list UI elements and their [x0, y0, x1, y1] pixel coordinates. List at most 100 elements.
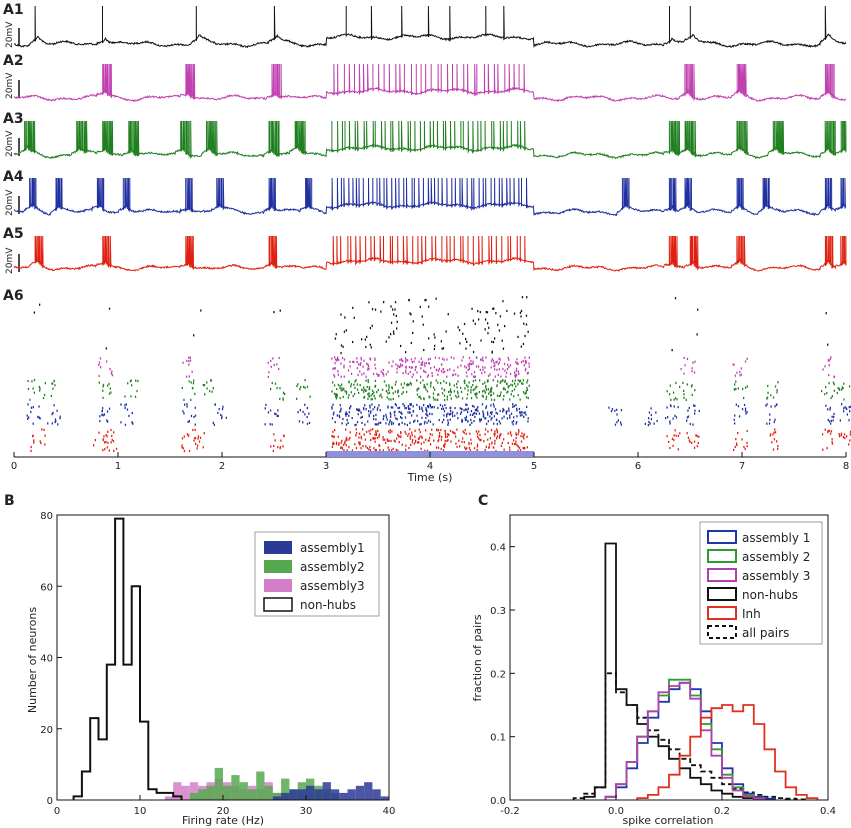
raster-nonhub-spike: [462, 332, 464, 335]
raster-assembly2-spike: [517, 379, 519, 382]
raster-assembly3-spike: [356, 357, 358, 360]
raster-assembly1-spike: [269, 409, 272, 412]
raster-inh-spike: [441, 435, 443, 439]
raster-assembly1-spike: [402, 403, 404, 406]
raster-assembly3-spike: [470, 360, 472, 363]
raster-assembly2-spike: [479, 379, 481, 382]
raster-nonhub-spike: [441, 347, 443, 350]
raster-inh-spike: [374, 440, 376, 443]
raster-assembly1-spike: [38, 416, 40, 419]
raster-assembly3-spike: [382, 368, 384, 372]
raster-nonhub-spike: [484, 318, 487, 321]
raster-inh-spike: [43, 428, 45, 431]
raster-inh-spike: [420, 442, 422, 445]
raster-assembly3-spike: [476, 356, 478, 359]
raster-nonhub-spike: [33, 311, 35, 314]
raster-inh-spike: [437, 429, 440, 432]
raster-inh-spike: [392, 447, 394, 450]
raster-assembly1-spike: [400, 416, 402, 419]
raster-assembly3-spike: [496, 368, 498, 371]
raster-assembly2-spike: [490, 394, 492, 397]
raster-assembly2-spike: [836, 391, 838, 395]
raster-assembly2-spike: [691, 384, 693, 387]
raster-assembly1-spike: [459, 412, 462, 415]
raster-assembly1-spike: [773, 420, 775, 424]
raster-inh-spike: [484, 448, 486, 452]
raster-assembly2-spike: [497, 380, 499, 383]
raster-nonhub-spike: [434, 344, 436, 347]
raster-inh-spike: [397, 449, 399, 452]
raster-inh-spike: [413, 442, 415, 445]
raster-nonhub-spike: [520, 315, 522, 318]
raster-assembly1-spike: [408, 407, 410, 410]
raster-assembly2-spike: [472, 380, 474, 383]
raster-assembly2-spike: [467, 389, 469, 392]
raster-assembly2-spike: [522, 379, 524, 382]
raster-assembly2-spike: [345, 392, 348, 395]
raster-assembly1-spike: [101, 409, 103, 412]
raster-assembly2-spike: [54, 384, 56, 387]
raster-assembly1-spike: [478, 412, 480, 415]
raster-inh-spike: [428, 436, 431, 439]
raster-nonhub-spike: [421, 315, 423, 318]
raster-assembly3-spike: [693, 371, 696, 374]
raster-assembly2-spike: [448, 390, 450, 394]
raster-nonhub-spike: [364, 338, 366, 341]
raster-inh-spike: [346, 449, 348, 452]
raster-inh-spike: [379, 444, 381, 447]
raster-assembly1-spike: [833, 412, 835, 415]
raster-assembly1-spike: [213, 423, 215, 426]
raster-nonhub-spike: [526, 296, 528, 299]
raster-assembly1-spike: [525, 413, 527, 416]
raster-assembly1-spike: [275, 412, 277, 416]
raster-inh-spike: [195, 442, 197, 445]
legend-all-pairs: all pairs: [742, 626, 789, 640]
raster-assembly1-spike: [419, 423, 421, 426]
raster-assembly2-spike: [460, 386, 462, 389]
raster-assembly2-spike: [381, 396, 383, 399]
raster-assembly2-spike: [418, 387, 420, 390]
raster-assembly1-spike: [32, 422, 34, 425]
raster-inh-spike: [362, 445, 364, 448]
raster-inh-spike: [433, 439, 435, 442]
raster-inh-spike: [456, 445, 458, 449]
raster-assembly1-spike: [56, 409, 58, 412]
raster-assembly2-spike: [674, 397, 677, 400]
raster-inh-spike: [414, 429, 416, 432]
raster-inh-spike: [844, 437, 846, 440]
raster-assembly1-spike: [447, 421, 449, 424]
raster-assembly1-spike: [347, 421, 349, 424]
raster-assembly2-spike: [102, 383, 105, 386]
raster-inh-spike: [447, 433, 449, 436]
raster-assembly1-spike: [356, 408, 358, 411]
raster-inh-spike: [691, 441, 693, 444]
raster-inh-spike: [373, 447, 375, 450]
raster-assembly2-spike: [51, 382, 53, 385]
histogram-non-hubs: [72, 517, 183, 800]
raster-inh-spike: [30, 449, 32, 452]
bar-assembly3: [181, 785, 190, 801]
raster-assembly3-spike: [744, 360, 747, 363]
raster-assembly2-spike: [52, 382, 54, 385]
raster-inh-spike: [280, 439, 282, 442]
raster-assembly1-spike: [693, 404, 695, 407]
raster-nonhub-spike: [492, 307, 494, 310]
raster-assembly1-spike: [51, 422, 53, 425]
bar-assembly2: [198, 789, 207, 800]
raster-nonhub-spike: [390, 321, 393, 324]
raster-inh-spike: [465, 448, 467, 451]
raster-assembly1-spike: [276, 414, 278, 417]
panel-label-a1: A1: [3, 2, 24, 18]
raster-assembly1-spike: [102, 407, 104, 410]
raster-assembly1-spike: [647, 424, 650, 427]
raster-inh-spike: [469, 449, 471, 452]
raster-assembly2-spike: [402, 391, 404, 394]
raster-assembly3-spike: [514, 374, 516, 377]
raster-inh-spike: [492, 446, 495, 449]
raster-assembly2-spike: [476, 392, 478, 395]
raster-assembly2-spike: [437, 381, 439, 384]
raster-assembly3-spike: [461, 359, 463, 362]
raster-inh-spike: [454, 432, 456, 435]
raster-assembly3-spike: [332, 367, 334, 370]
